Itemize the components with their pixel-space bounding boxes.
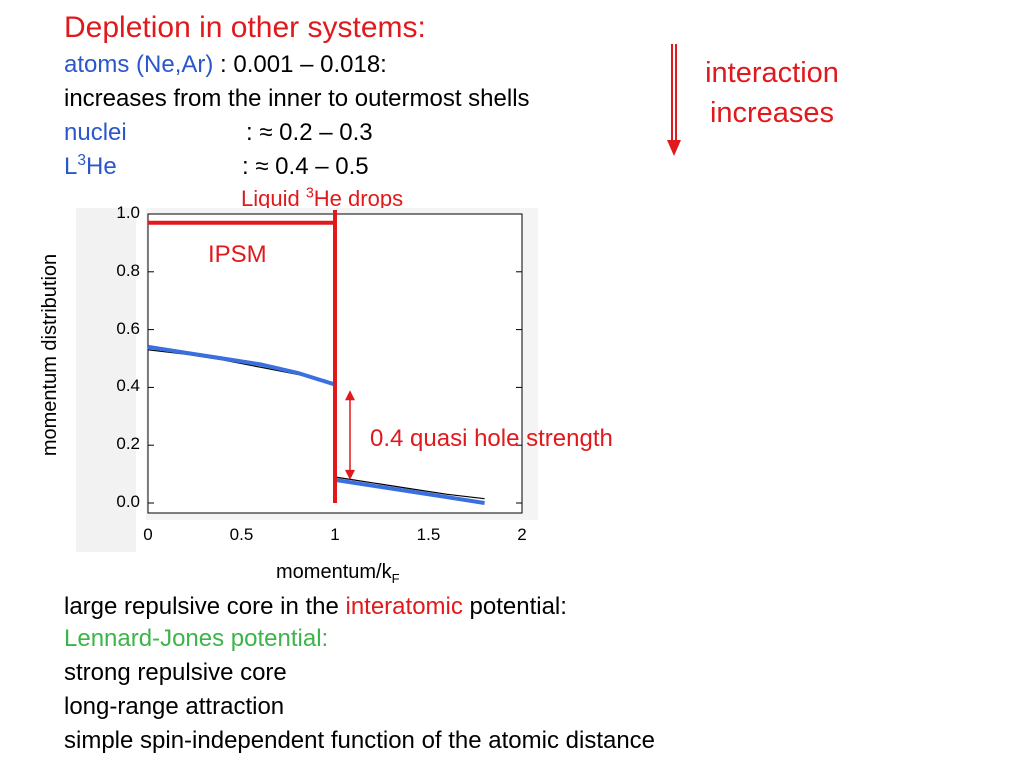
- x-axis-label: momentum/kF: [276, 560, 400, 586]
- x-axis-label-main: momentum/k: [276, 561, 392, 583]
- atoms-note: increases from the inner to outermost sh…: [64, 85, 530, 112]
- bottom-line-3: strong repulsive core: [64, 659, 287, 686]
- annotation-layer: [345, 390, 355, 480]
- quasi-hole-arrow-head: [345, 390, 355, 401]
- bottom-line-5: simple spin-independent function of the …: [64, 727, 656, 754]
- bottom-line-1: large repulsive core in the interatomic …: [64, 592, 567, 622]
- y-tick-label: 1.0: [116, 203, 140, 222]
- data-series-black: [334, 476, 485, 500]
- y-tick-label: 0.8: [116, 260, 140, 280]
- nuclei-label: nuclei: [64, 119, 127, 146]
- y-tick-label: 0.2: [116, 434, 140, 454]
- x-tick-label: 0: [143, 525, 153, 544]
- he-label-l: L: [64, 153, 78, 180]
- chart-title-a: Liquid: [241, 186, 306, 211]
- interaction-label-2: increases: [709, 97, 835, 129]
- series-layer: [147, 210, 485, 505]
- atoms-label: atoms (Ne,Ar): [64, 51, 214, 78]
- x-tick-label: 2: [517, 525, 527, 544]
- quasi-hole-label: 0.4 quasi hole strength: [370, 425, 613, 452]
- nuclei-value: : ≈ 0.2 – 0.3: [246, 119, 373, 146]
- data-series-blue: [147, 344, 336, 387]
- y-tick-label: 0.6: [116, 318, 140, 338]
- interaction-arrow: [667, 44, 681, 156]
- atoms-value: : 0.001 – 0.018:: [220, 51, 387, 78]
- he-label-sup: 3: [77, 152, 87, 169]
- he-value: : ≈ 0.4 – 0.5: [242, 153, 369, 180]
- x-tick-label: 1.5: [416, 525, 441, 544]
- chart-title-sup: 3: [305, 185, 314, 202]
- he-label: L3He: [64, 152, 117, 182]
- slide-heading: Depletion in other systems:: [64, 11, 426, 44]
- bottom-line-2: Lennard-Jones potential:: [64, 625, 329, 652]
- axis-ticks: [148, 213, 522, 504]
- y-label-panel: [76, 208, 136, 552]
- interaction-label-1: interaction: [705, 57, 839, 89]
- data-series-blue: [334, 477, 485, 505]
- y-tick-label: 0.0: [116, 492, 140, 511]
- bottom-line-4: long-range attraction: [64, 693, 285, 720]
- ipsm-step-line: [148, 220, 337, 503]
- atoms-line: atoms (Ne,Ar) : 0.001 – 0.018:: [64, 50, 387, 80]
- chart-title: Liquid 3He drops: [241, 186, 403, 212]
- x-axis-label-sub: F: [391, 571, 400, 586]
- bottom-line-1c: potential:: [462, 593, 567, 620]
- ipsm-label: IPSM: [208, 241, 267, 268]
- y-axis-label: momentum distribution: [39, 253, 61, 457]
- y-tick-label: 0.4: [116, 376, 140, 396]
- bottom-line-1a: large repulsive core in the: [64, 593, 346, 620]
- bottom-line-1b: interatomic: [345, 593, 463, 620]
- x-tick-label: 0.5: [229, 525, 254, 544]
- quasi-hole-arrow-head: [345, 469, 355, 480]
- x-tick-label: 1: [330, 525, 340, 544]
- chart-title-b: He drops: [313, 186, 404, 211]
- he-label-he: He: [86, 153, 117, 180]
